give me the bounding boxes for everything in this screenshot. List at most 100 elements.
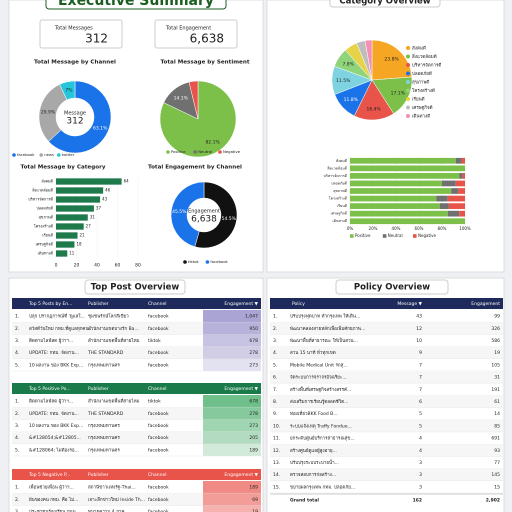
section-box xyxy=(84,279,186,295)
table-cell: ขยายผลกรุงเทพ กทม. ปลอดภัย... xyxy=(290,484,355,490)
table-cell: 4 xyxy=(419,436,422,442)
cell-shade xyxy=(203,407,261,420)
legend-swatch xyxy=(406,71,410,76)
x-tick-label: 60% xyxy=(415,226,424,231)
legend-swatch xyxy=(57,153,61,157)
x-tick-label: 20 xyxy=(74,263,80,269)
bar-segment xyxy=(448,203,465,209)
x-tick-label: 40 xyxy=(94,263,100,269)
x-tick-label: 80% xyxy=(438,226,447,231)
table-cell: เจาะลึกข่าวใหม่ Inside Th... xyxy=(88,497,145,503)
y-tick-label: ปลอดภัยดี xyxy=(331,180,347,185)
title-box xyxy=(45,0,227,10)
table-cell: 278 xyxy=(249,350,258,356)
kpi-label: Total Messages xyxy=(54,26,93,32)
legend-label: สุขภาพดี xyxy=(412,80,429,86)
legend-label: news xyxy=(44,152,54,157)
table-cell: 77 xyxy=(494,460,500,466)
row-bg xyxy=(270,444,503,457)
bar-segment xyxy=(350,210,448,217)
table-cell: facebook xyxy=(148,497,169,503)
y-tick-label: สิ่งแวดล้อมดี xyxy=(327,165,347,170)
section-box xyxy=(335,279,449,295)
slice-label: 54.5% xyxy=(222,216,237,222)
legend-swatch xyxy=(183,260,187,264)
legend-swatch xyxy=(39,153,43,157)
table-cell: 43 xyxy=(416,314,422,320)
table-cell: facebook xyxy=(148,314,169,320)
table-cell: สวัสดีวันใหม่ กทม.ที่ดูแลทุกคน... xyxy=(29,325,93,332)
column-header: Channel xyxy=(148,472,166,478)
table-cell: เพื่อนช่วยเพื่อน ผู้ว่าฯ... xyxy=(29,484,74,491)
table-cell: 9. xyxy=(273,411,277,417)
bar-segment xyxy=(461,157,465,164)
table-cell: 15 xyxy=(494,484,500,490)
bar-segment xyxy=(447,195,465,202)
value-label: 21 xyxy=(80,233,86,238)
column-header: Publisher xyxy=(88,386,109,392)
table-cell: Mobile Medical Unit รถสุ... xyxy=(290,362,348,368)
kpi-card xyxy=(39,19,123,49)
table-cell: facebook xyxy=(148,362,169,368)
table-cell: 1. xyxy=(15,399,19,405)
value-label: 27 xyxy=(86,224,92,229)
table-cell: ประชาชนร้องเรียน ถนน... xyxy=(29,509,80,512)
bar-segment xyxy=(451,188,459,194)
center-value: 6,638 xyxy=(191,215,217,225)
value-label: 43 xyxy=(102,197,108,202)
table-cell: สร้างศูนย์ดูแลผู้สูงอายุ... xyxy=(290,447,337,454)
legend-swatch xyxy=(406,46,410,50)
chart-title: Total Engagement by Channel xyxy=(148,165,242,171)
pie-slice xyxy=(364,39,373,81)
row-bg xyxy=(12,407,261,420)
row-bg xyxy=(12,346,261,359)
row-bg xyxy=(12,493,261,506)
table-header xyxy=(12,469,261,480)
column-header: Publisher xyxy=(88,301,109,307)
table-cell: 14. xyxy=(273,472,280,478)
column-header: Channel xyxy=(148,386,166,392)
table-cell: กรุงเทพมหานคร xyxy=(88,423,120,429)
table-cell: &#128054;&#12805... xyxy=(29,435,81,441)
column-header: Policy xyxy=(292,301,305,307)
slice-label: 17.1% xyxy=(391,90,406,96)
table-cell: 12. xyxy=(273,448,280,454)
table-cell: 950 xyxy=(249,326,258,332)
table-cell: tiktok xyxy=(148,338,161,344)
table-cell: 3. xyxy=(15,423,19,429)
table-cell: facebook xyxy=(148,447,169,453)
table-cell: 691 xyxy=(491,436,500,442)
slice-label: 45.5% xyxy=(172,209,187,215)
cell-shade xyxy=(203,395,261,408)
cell-shade xyxy=(203,310,261,323)
table-cell: 278 xyxy=(249,411,258,417)
legend-label: facebook xyxy=(17,152,35,157)
legend-label: facebook xyxy=(210,259,228,264)
cell-shade xyxy=(203,493,261,506)
kpi-value: 312 xyxy=(85,32,108,46)
table-cell: สถานีข่าวแห่งรัฐ-Thai... xyxy=(88,485,136,491)
legend-label: Neutral xyxy=(198,149,212,154)
table-cell: 6. xyxy=(273,375,277,381)
slice-label: 23.8% xyxy=(384,56,399,62)
cell-shade xyxy=(203,443,261,456)
value-label: 11 xyxy=(69,251,75,256)
slice-label: 82.1% xyxy=(205,140,220,146)
table-cell: &#128064; ไม่ต้องรอ... xyxy=(29,447,79,453)
table-cell: 93 xyxy=(494,448,500,454)
cell-shade xyxy=(203,431,261,444)
table-cell: พัฒนาคลองสายหลักเพื่อเพิ่มศักยภาพ... xyxy=(290,325,365,332)
total-cell: 162 xyxy=(413,498,422,504)
legend-swatch xyxy=(193,150,197,154)
table-cell: 1,047 xyxy=(245,314,258,320)
table-cell: สวน 15 นาที ทั่วทุกเขต xyxy=(290,349,336,356)
x-tick-label: 100% xyxy=(459,226,471,231)
bar-segment xyxy=(439,203,449,209)
bar xyxy=(56,241,75,248)
total-cell: Grand total xyxy=(290,498,319,504)
table-cell: 5. xyxy=(273,362,277,368)
bar xyxy=(56,196,101,203)
column-header: Engagement ▼ xyxy=(224,301,258,307)
x-tick-label: 0% xyxy=(347,226,354,231)
